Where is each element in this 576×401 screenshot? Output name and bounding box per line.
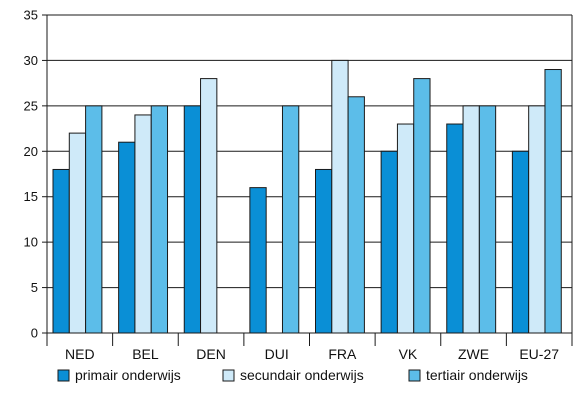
- x-tick-label: DUI: [265, 346, 289, 362]
- bar: [183, 105, 202, 334]
- bar: [85, 105, 103, 334]
- bars: [52, 59, 562, 334]
- bar: [68, 132, 87, 334]
- y-tick-label: 30: [24, 53, 38, 68]
- x-tick-label: FRA: [328, 346, 357, 362]
- x-tick-label: ZWE: [458, 346, 489, 362]
- bar: [544, 69, 562, 334]
- bar: [396, 123, 415, 334]
- x-tick-label: BEL: [132, 346, 159, 362]
- x-tick-label: DEN: [196, 346, 226, 362]
- bar: [118, 141, 136, 334]
- y-tick-label: 10: [24, 235, 38, 250]
- bar: [134, 114, 152, 334]
- bar: [413, 78, 431, 334]
- legend-label: tertiair onderwijs: [426, 367, 528, 383]
- bar: [347, 96, 365, 334]
- y-tick-label: 0: [31, 326, 38, 341]
- bar: [281, 105, 300, 334]
- legend-swatch: [222, 369, 235, 382]
- legend-swatch: [57, 369, 70, 382]
- bar: [249, 187, 267, 334]
- bar: [331, 59, 349, 334]
- legend-label: primair onderwijs: [75, 367, 181, 383]
- bar: [446, 123, 464, 334]
- axes: 0 5 10 15 20 25 30 35 NED BEL DEN DUI FRA VK ZWE EU-27: [24, 8, 573, 362]
- y-tick-label: 5: [31, 280, 38, 295]
- bar: [52, 168, 70, 334]
- x-tick-label: NED: [65, 346, 95, 362]
- x-tick-label: VK: [399, 346, 418, 362]
- bar: [511, 150, 530, 334]
- bar: [462, 105, 480, 334]
- bar: [315, 168, 333, 334]
- bar: [200, 78, 218, 334]
- y-tick-label: 25: [24, 98, 38, 113]
- bar: [528, 105, 546, 334]
- y-tick-label: 15: [24, 189, 38, 204]
- legend: primair onderwijs secundair onderwijs tert…: [57, 367, 528, 383]
- y-tick-label: 35: [24, 8, 38, 23]
- y-tick-label: 20: [24, 144, 38, 159]
- legend-swatch: [408, 369, 421, 382]
- bar: [380, 150, 398, 334]
- x-tick-label: EU-27: [519, 346, 559, 362]
- bar: [478, 105, 497, 334]
- legend-label: secundair onderwijs: [240, 367, 364, 383]
- bar: [150, 105, 169, 334]
